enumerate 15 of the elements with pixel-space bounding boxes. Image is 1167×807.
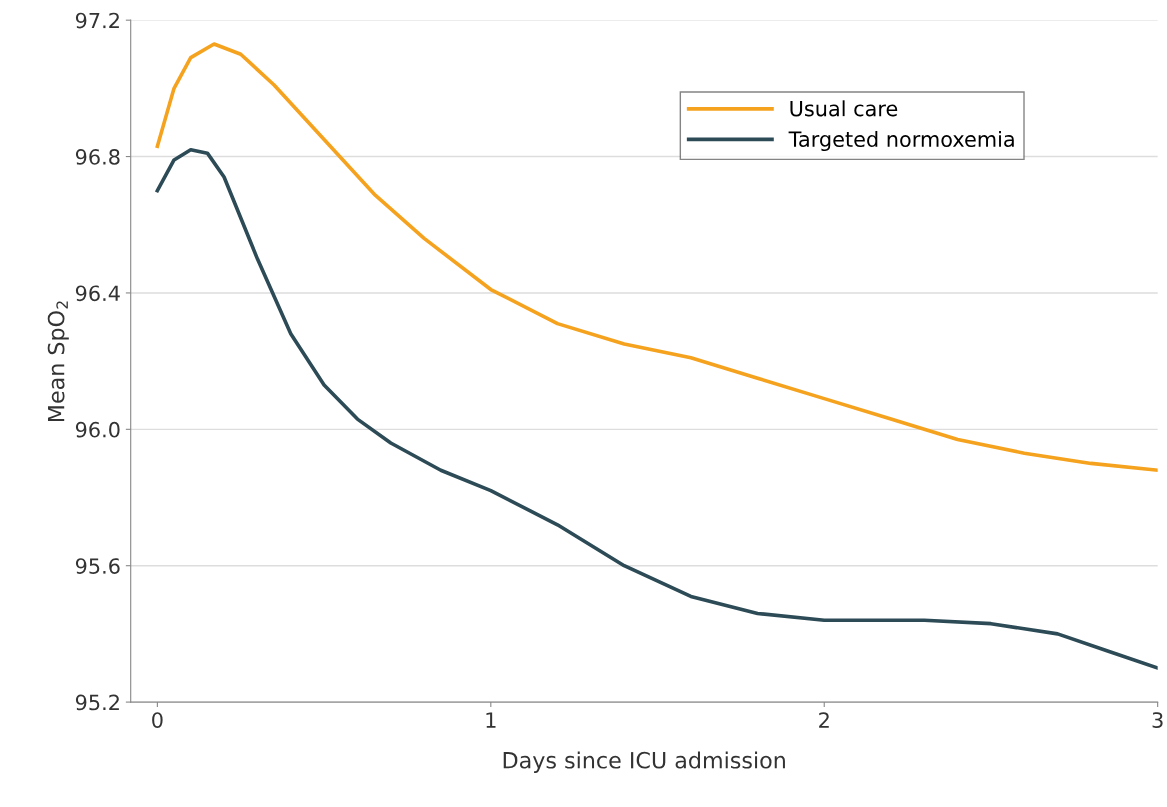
x-tick-label: 3 — [1152, 712, 1163, 728]
legend-label: Targeted normoxemia — [788, 130, 1014, 152]
y-tick-label: 97.2 — [75, 12, 119, 29]
legend-label: Usual care — [790, 100, 898, 117]
x-tick-label: 1 — [486, 712, 496, 728]
line-series — [155, 42, 1158, 473]
x-tick-label: 2 — [819, 712, 829, 728]
x-axis-title: Days since ICU admission — [503, 751, 785, 773]
y-tick-label: 95.6 — [75, 558, 120, 574]
y-tick-label: 96.4 — [75, 285, 120, 302]
y-tick-label: 96.0 — [75, 421, 120, 438]
y-axis-title: Mean SpO$_{2}$ — [47, 301, 69, 422]
y-tick-label: 95.2 — [75, 694, 119, 711]
y-tick-label: 96.8 — [75, 149, 120, 165]
x-tick-label: 0 — [152, 712, 163, 728]
